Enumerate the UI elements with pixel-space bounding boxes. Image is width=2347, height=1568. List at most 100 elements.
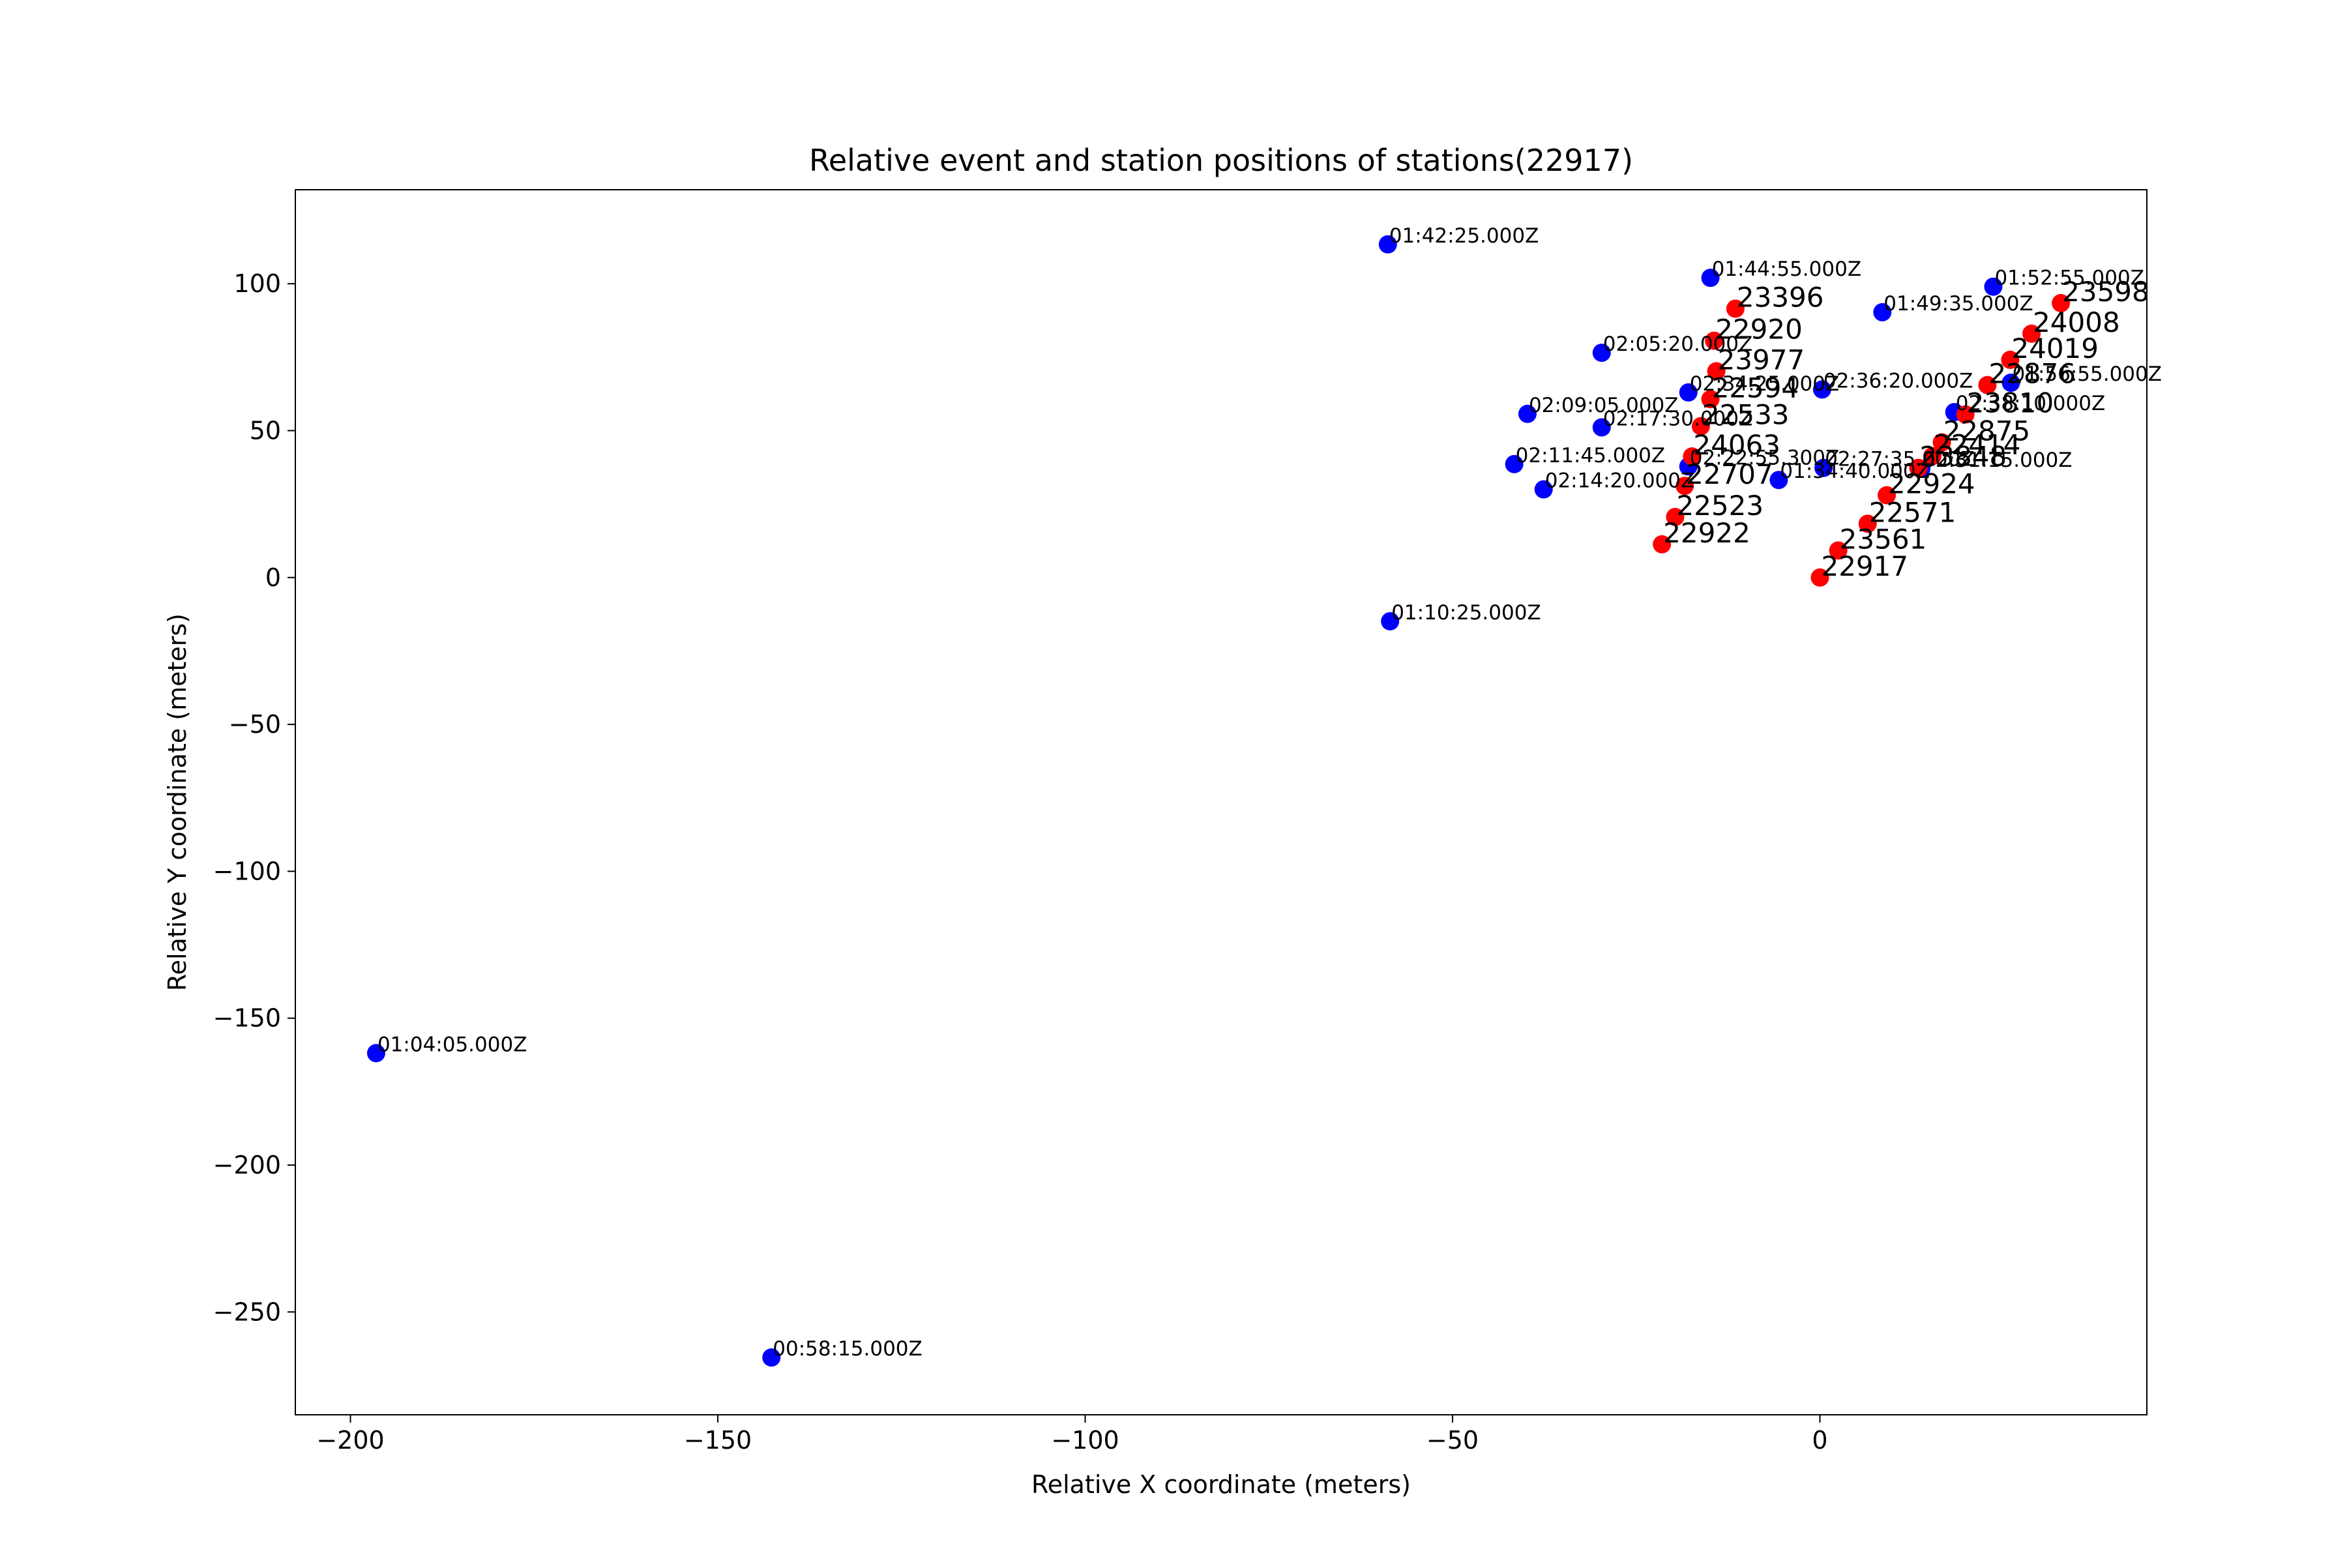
event-time-label: 02:05:20.000Z: [1603, 333, 1753, 356]
station-label: 23598: [2062, 276, 2149, 308]
y-tick-label: −250: [213, 1297, 281, 1326]
event-time-label: 01:34:40.000Z: [1780, 460, 1930, 483]
y-tick-label: −200: [213, 1151, 281, 1179]
event-time-label: 02:31:15.000Z: [1923, 449, 2073, 472]
event-time-label: 02:17:30.000Z: [1603, 407, 1753, 431]
station-point: [1726, 299, 1745, 318]
station-point: [1666, 507, 1685, 526]
station-point: [1932, 433, 1951, 452]
x-axis-label: Relative X coordinate (meters): [1031, 1470, 1411, 1499]
event-time-label: 02:27:35.000Z: [1825, 448, 1975, 471]
event-point: [1518, 404, 1537, 423]
station-label: 23977: [1718, 344, 1805, 376]
station-point: [1707, 362, 1726, 381]
event-time-label: 01:42:25.000Z: [1389, 224, 1539, 248]
station-point: [1829, 541, 1848, 560]
y-tick-label: 0: [265, 563, 281, 592]
event-point: [1679, 383, 1698, 402]
station-label: 22571: [1869, 496, 1956, 528]
station-point: [1691, 417, 1710, 436]
chart-title: Relative event and station positions of …: [809, 143, 1633, 178]
station-point: [2022, 324, 2041, 343]
plot-area: [295, 189, 2148, 1415]
station-label: 22922: [1663, 517, 1750, 549]
x-tick-label: 0: [1812, 1426, 1827, 1455]
station-point: [1858, 514, 1877, 533]
event-time-label: 02:09:05.000Z: [1529, 394, 1679, 417]
station-label: 23396: [1737, 281, 1824, 313]
event-time-label: 01:52:55.000Z: [1994, 267, 2144, 290]
event-point: [1769, 471, 1788, 490]
event-point: [1505, 454, 1524, 473]
station-point: [1675, 477, 1694, 496]
x-tick-label: −200: [316, 1426, 384, 1455]
event-time-label: 01:49:35.000Z: [1883, 292, 2033, 316]
station-point: [1909, 458, 1928, 477]
station-label: 22707: [1686, 458, 1773, 490]
station-point: [1978, 376, 1997, 394]
event-point: [1534, 480, 1553, 499]
station-label: 23561: [1840, 523, 1927, 555]
x-tick-label: −50: [1426, 1426, 1479, 1455]
event-time-label: 00:58:15.000Z: [773, 1337, 923, 1361]
station-point: [2052, 293, 2071, 312]
station-label: 24008: [2033, 306, 2120, 338]
station-label: 22533: [1702, 399, 1790, 431]
event-time-label: 01:44:55.000Z: [1712, 258, 1862, 281]
station-label: 22875: [1943, 415, 2031, 447]
station-point: [1923, 447, 1941, 466]
event-point: [366, 1044, 385, 1063]
event-time-label: 01:10:25.000Z: [1391, 601, 1541, 625]
station-point: [1701, 390, 1720, 409]
y-tick-label: −150: [213, 1004, 281, 1033]
event-time-label: 01:04:05.000Z: [377, 1033, 527, 1056]
event-time-label: 02:14:20.000Z: [1545, 469, 1695, 493]
event-point: [1592, 344, 1611, 362]
axis-ticks: −200 −150 −100 −50 0 100 50 0 −50 −100 −150 −200 −25…: [213, 269, 1828, 1455]
event-point: [1873, 303, 1892, 321]
event-point: [762, 1348, 781, 1367]
station-label: 22924: [1888, 468, 1975, 500]
station-label: 22917: [1821, 550, 1908, 582]
station-point: [1653, 535, 1672, 554]
station-label: 24063: [1693, 429, 1780, 461]
station-label: 22594: [1712, 372, 1799, 404]
event-point: [1592, 418, 1611, 437]
event-time-label: 02:22:55.300Z: [1690, 446, 1840, 469]
event-time-label: 02:38:10.000Z: [1956, 392, 2106, 415]
station-point: [1956, 405, 1975, 424]
station-label: 22876: [1988, 358, 2076, 390]
event-point: [1814, 458, 1833, 477]
station-point: [1878, 486, 1897, 505]
y-tick-label: 100: [233, 269, 281, 298]
event-point: [1812, 380, 1831, 399]
station-label: 22920: [1715, 314, 1803, 346]
event-point: [1381, 612, 1400, 630]
station-point: [1683, 447, 1702, 466]
event-point: [1984, 277, 2003, 296]
station-point: [1810, 568, 1829, 587]
event-time-label: 02:36:20.000Z: [1823, 369, 1973, 392]
station-label: 22414: [1934, 429, 2021, 461]
event-time-label: 02:11:45.000Z: [1516, 444, 1666, 467]
x-tick-label: −100: [1051, 1426, 1119, 1455]
event-point: [2001, 374, 2020, 392]
data-points: [366, 235, 2071, 1367]
x-tick-label: −150: [684, 1426, 752, 1455]
station-label: 24019: [2011, 333, 2099, 364]
event-time-label: 01:56:55.000Z: [2013, 362, 2162, 386]
event-point: [1701, 269, 1720, 288]
y-tick-label: 50: [250, 416, 281, 445]
station-label: 23848: [1920, 441, 2007, 473]
station-point: [1705, 331, 1724, 350]
event-point: [1378, 235, 1397, 254]
station-label: 22523: [1676, 490, 1764, 522]
y-tick-label: −50: [229, 710, 281, 739]
station-label: 23810: [1967, 387, 2054, 419]
y-tick-label: −100: [213, 857, 281, 885]
event-time-label: 02:34:25.000Z: [1690, 372, 1840, 396]
y-axis-label: Relative Y coordinate (meters): [163, 614, 192, 991]
